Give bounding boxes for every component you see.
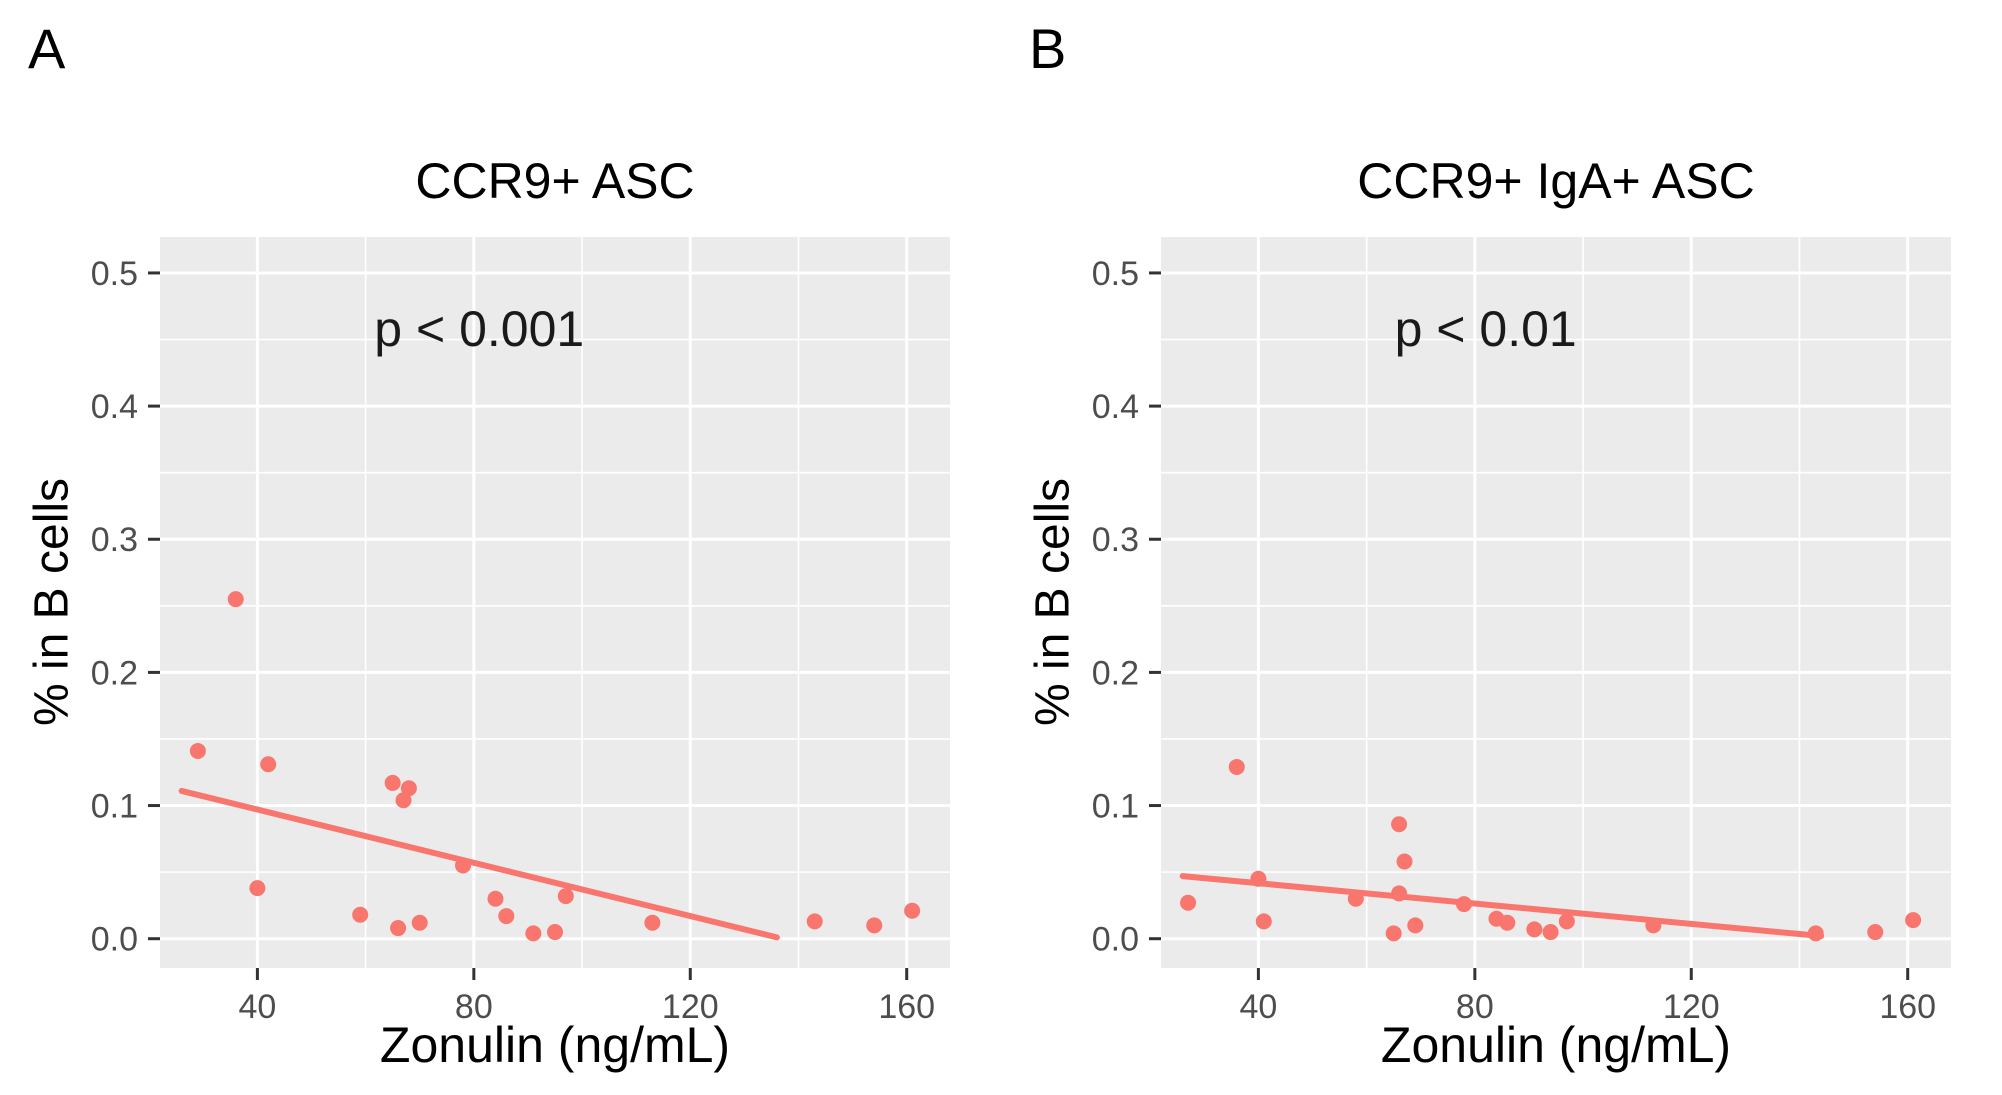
svg-text:80: 80 <box>1456 988 1494 1026</box>
svg-text:120: 120 <box>662 988 719 1026</box>
panel-b-title: CCR9+ IgA+ ASC <box>1357 153 1755 209</box>
svg-text:0.0: 0.0 <box>1092 921 1139 959</box>
svg-text:0.5: 0.5 <box>1092 255 1139 293</box>
svg-text:0.4: 0.4 <box>91 388 138 426</box>
svg-text:0.3: 0.3 <box>91 521 138 559</box>
svg-text:0.2: 0.2 <box>91 654 138 692</box>
panel-b: 40 80 120 160 0.0 0.1 0.2 0.3 0.4 0.5 p < 0.01 B C… <box>1001 0 2002 1095</box>
panel-b-plot: 40 80 120 160 0.0 0.1 0.2 0.3 0.4 0.5 p < 0.01 <box>1092 237 1951 1026</box>
svg-text:0.4: 0.4 <box>1092 388 1139 426</box>
svg-text:160: 160 <box>878 988 935 1026</box>
svg-text:80: 80 <box>455 988 493 1026</box>
panel-a-y-axis-label: % in B cells <box>25 477 79 727</box>
svg-text:160: 160 <box>1879 988 1936 1026</box>
panel-b-x-axis-label: Zonulin (ng/mL) <box>1380 1017 1732 1073</box>
svg-text:0.1: 0.1 <box>91 787 138 825</box>
panel-a-letter: A <box>28 17 66 80</box>
svg-text:40: 40 <box>238 988 276 1026</box>
svg-text:0.2: 0.2 <box>1092 654 1139 692</box>
panel-a-title: CCR9+ ASC <box>415 153 695 209</box>
svg-text:p < 0.001: p < 0.001 <box>374 301 584 357</box>
svg-text:120: 120 <box>1663 988 1720 1026</box>
svg-text:0.0: 0.0 <box>91 921 138 959</box>
panel-a-plot: 40 80 120 160 0.0 0.1 0.2 0.3 0.4 0.5 p < 0.001 <box>91 237 950 1026</box>
svg-text:0.1: 0.1 <box>1092 787 1139 825</box>
svg-text:40: 40 <box>1239 988 1277 1026</box>
panel-b-letter: B <box>1029 17 1067 80</box>
svg-text:0.5: 0.5 <box>91 255 138 293</box>
panel-b-y-axis-label: % in B cells <box>1026 477 1080 727</box>
svg-text:p < 0.01: p < 0.01 <box>1395 301 1577 357</box>
panel-a: 40 80 120 160 0.0 0.1 0.2 0.3 0.4 0.5 p < 0.001 A … <box>25 17 950 1073</box>
panel-a-x-axis-label: Zonulin (ng/mL) <box>379 1017 731 1073</box>
svg-text:0.3: 0.3 <box>1092 521 1139 559</box>
